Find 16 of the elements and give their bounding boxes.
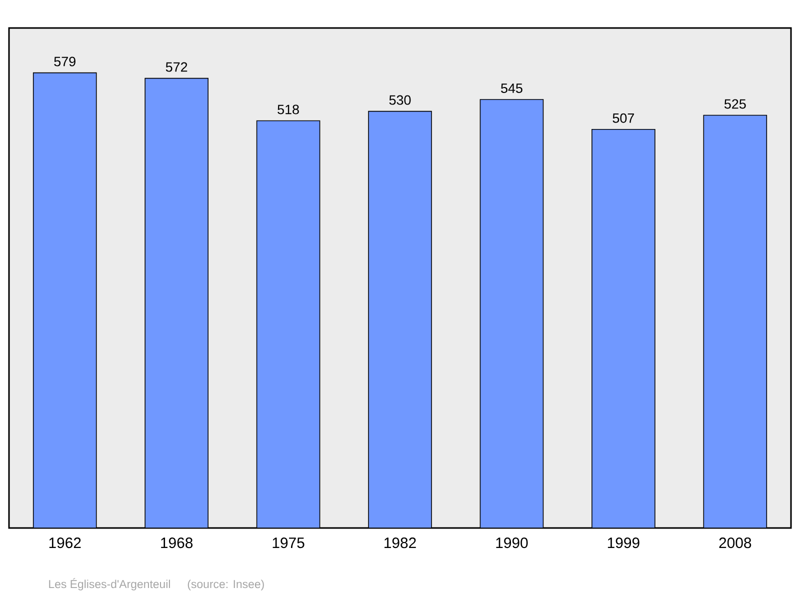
text: Les Églises-d'Argenteuil [49, 578, 170, 590]
x-tick-label: 2008 [719, 538, 752, 548]
x-tick-label: 1968 [161, 538, 193, 548]
data-label: 579 [54, 56, 76, 66]
x-tick-label: 1990 [496, 538, 528, 548]
x-tick-label: 1999 [608, 538, 640, 548]
x-tick-label: 1982 [384, 538, 416, 548]
data-label: 530 [389, 95, 411, 105]
data-label: 525 [724, 99, 746, 109]
data-label: 507 [612, 113, 634, 123]
text: (source: Insee) [188, 580, 264, 590]
x-tick-label: 1975 [272, 538, 304, 548]
data-label: 518 [278, 104, 299, 114]
data-label: 572 [166, 62, 188, 72]
x-tick-label: 1962 [49, 538, 81, 548]
data-label: 545 [501, 84, 522, 94]
